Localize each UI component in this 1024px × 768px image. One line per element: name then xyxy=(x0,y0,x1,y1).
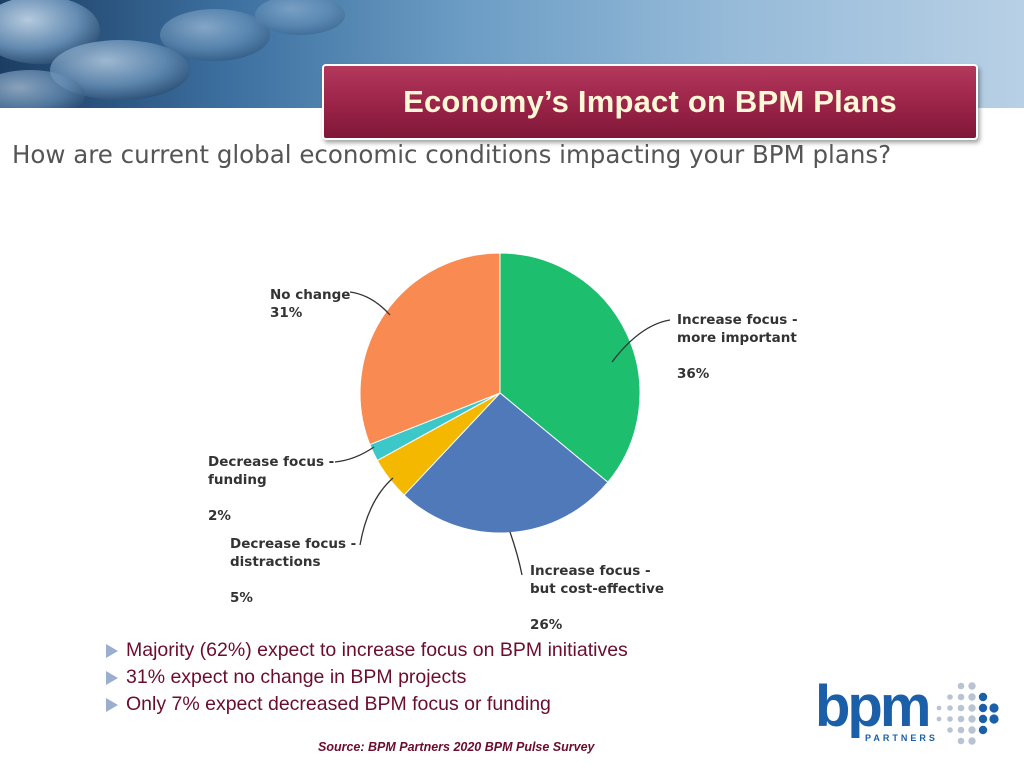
leader-line-funding xyxy=(334,446,375,463)
logo-dot xyxy=(978,703,988,713)
pie-slice-cost-effective xyxy=(403,392,609,534)
slice-label-distractions: Decrease focus - distractions 5% xyxy=(230,536,357,606)
source-citation: Source: BPM Partners 2020 BPM Pulse Surv… xyxy=(318,740,595,754)
bullet-item: 31% expect no change in BPM projects xyxy=(104,664,804,691)
dot-grid-icon xyxy=(936,682,999,745)
logo-dot xyxy=(947,694,953,700)
key-findings-list: Majority (62%) expect to increase focus … xyxy=(104,637,804,718)
logo-dot xyxy=(947,727,953,733)
slice-label-cost-effective: Increase focus - but cost-effective 26% xyxy=(530,563,665,633)
slice-percent-funding: 2% xyxy=(208,508,231,524)
logo-dot xyxy=(968,704,976,712)
logo-dot xyxy=(978,692,988,702)
coins-background-image xyxy=(0,0,345,108)
logo-wordmark: bpm xyxy=(815,674,931,739)
leader-line-cost-effective xyxy=(509,531,523,576)
bpm-partners-logo: bpm PARTNERS xyxy=(815,676,1015,756)
logo-dot xyxy=(968,737,976,745)
slice-percent-increase-important: 36% xyxy=(677,366,710,382)
logo-dot xyxy=(968,726,976,734)
leader-line-distractions xyxy=(359,477,394,546)
title-box: Economy’s Impact on BPM Plans xyxy=(322,64,978,140)
logo-dot xyxy=(968,693,976,701)
logo-dot xyxy=(936,705,942,711)
logo-dot xyxy=(947,716,953,722)
slice-label-funding: Decrease focus - funding 2% xyxy=(208,454,335,524)
logo-dot xyxy=(968,682,976,690)
logo-dot xyxy=(957,704,965,712)
logo-dot xyxy=(957,726,965,734)
logo-dot xyxy=(957,715,965,723)
logo-dot xyxy=(968,715,976,723)
arrow-bullet-icon xyxy=(106,671,118,685)
bullet-item: Only 7% expect decreased BPM focus or fu… xyxy=(104,691,804,718)
bullet-item: Majority (62%) expect to increase focus … xyxy=(104,637,804,664)
slide-title: Economy’s Impact on BPM Plans xyxy=(403,84,897,119)
logo-dot xyxy=(957,737,965,745)
logo-dot xyxy=(989,703,999,713)
slice-label-increase-important: Increase focus - more important 36% xyxy=(677,312,798,382)
pie-slice-increase-important xyxy=(499,252,641,483)
leader-line-increase-important xyxy=(611,319,671,363)
leader-line-no-change xyxy=(349,291,391,316)
arrow-bullet-icon xyxy=(106,644,118,658)
slice-label-no-change: No change 31% xyxy=(270,287,351,321)
logo-subtitle: PARTNERS xyxy=(865,733,938,743)
slice-percent-distractions: 5% xyxy=(230,590,253,606)
logo-dot xyxy=(989,714,999,724)
survey-question: How are current global economic conditio… xyxy=(12,140,892,169)
logo-dot xyxy=(947,705,953,711)
logo-dot xyxy=(936,716,942,722)
arrow-bullet-icon xyxy=(106,698,118,712)
pie-slice-no-change xyxy=(359,252,501,446)
logo-dot xyxy=(978,714,988,724)
logo-dot xyxy=(957,682,965,690)
slice-percent-cost-effective: 26% xyxy=(530,617,563,633)
logo-dot xyxy=(957,693,965,701)
slice-percent-no-change: 31% xyxy=(270,305,303,321)
logo-dot xyxy=(978,725,988,735)
